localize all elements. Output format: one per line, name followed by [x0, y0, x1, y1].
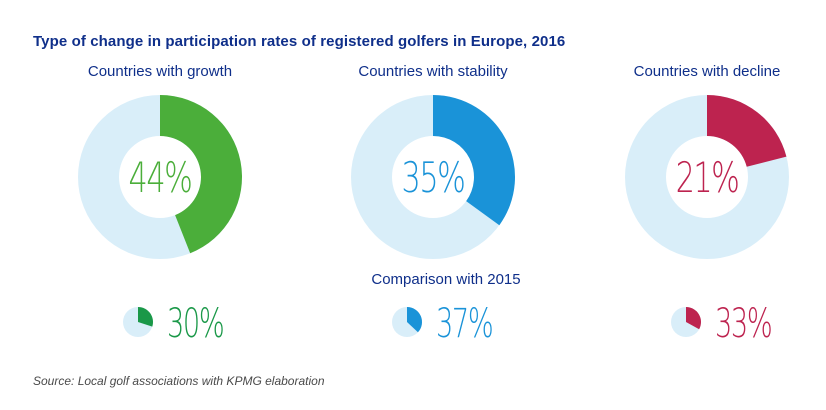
- comparison-value-label-growth: 30%: [167, 301, 223, 348]
- source-note: Source: Local golf associations with KPM…: [33, 374, 325, 388]
- subtitle-growth: Countries with growth: [87, 63, 233, 80]
- donut-slice-stability: [433, 95, 515, 226]
- donut-value-label-stability: 35%: [402, 153, 465, 202]
- subtitle-stability: Countries with stability: [358, 63, 508, 80]
- comparison-value-label-decline: 33%: [715, 301, 771, 348]
- comparison-pie-slice-growth: [138, 307, 154, 327]
- comparison-label: Comparison with 2015: [371, 271, 521, 288]
- comparison-pie-slice-stability: [407, 307, 423, 333]
- comparison-pie-slice-decline: [686, 307, 701, 330]
- donut-slice-decline: [707, 95, 787, 167]
- comparison-value-label-stability: 37%: [436, 301, 492, 348]
- donut-value-label-growth: 44%: [129, 153, 192, 202]
- subtitle-decline: Countries with decline: [633, 63, 781, 80]
- chart-title: Type of change in participation rates of…: [33, 33, 566, 50]
- donut-slice-growth: [160, 95, 242, 254]
- donut-value-label-decline: 21%: [676, 153, 739, 202]
